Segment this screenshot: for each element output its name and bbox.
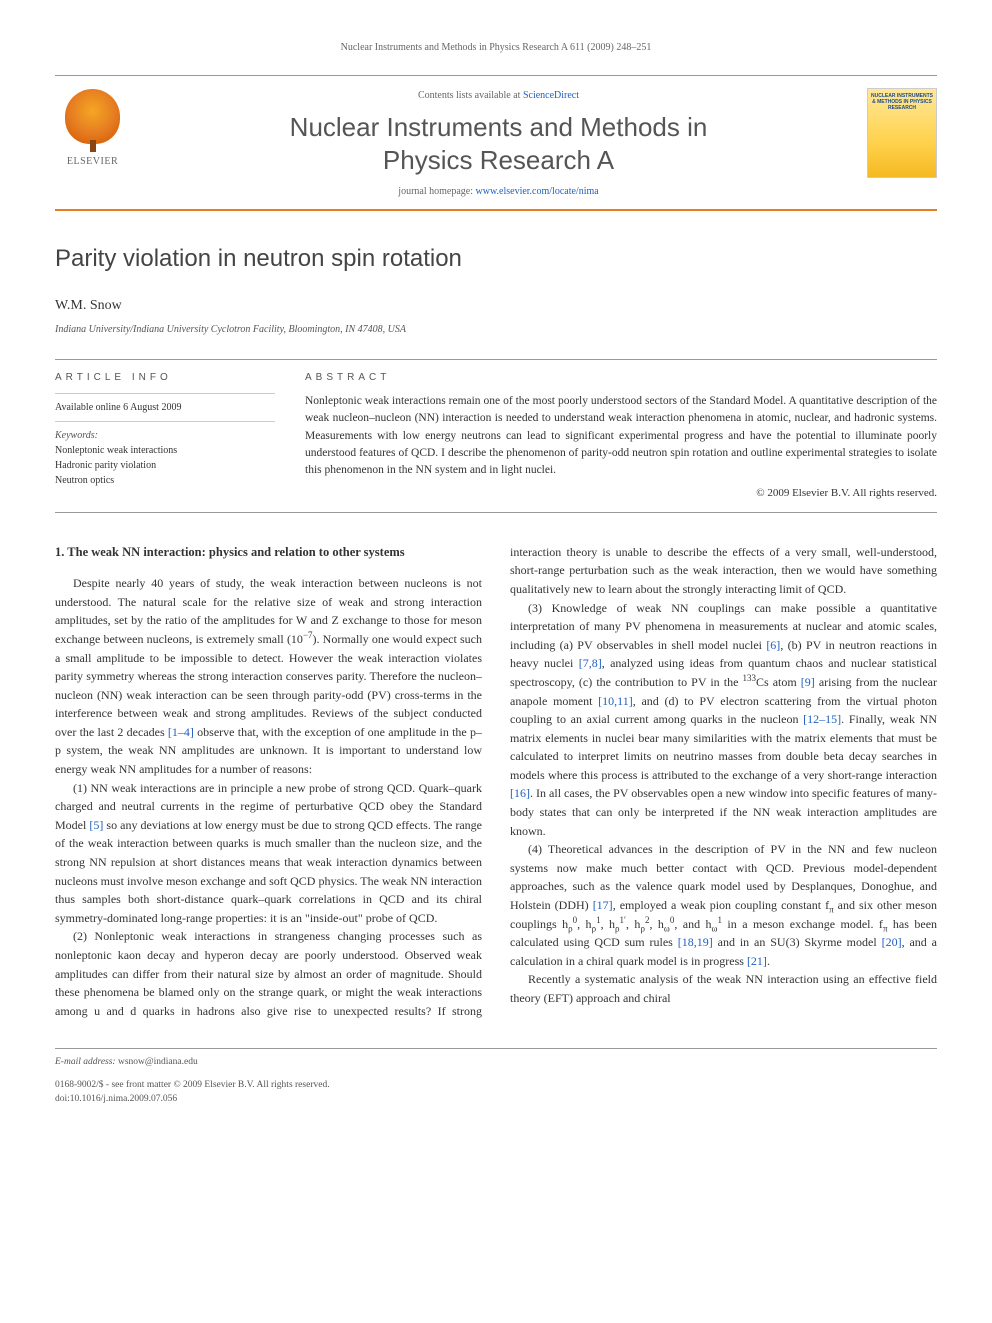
citation-link[interactable]: [16] bbox=[510, 786, 530, 800]
keyword: Hadronic parity violation bbox=[55, 458, 275, 473]
text-run: in a meson exchange model. f bbox=[722, 917, 883, 931]
citation-link[interactable]: [10,11] bbox=[598, 694, 633, 708]
superscript: 0 bbox=[670, 915, 675, 925]
journal-title-line2: Physics Research A bbox=[383, 145, 614, 175]
masthead-center: Contents lists available at ScienceDirec… bbox=[145, 88, 852, 209]
elsevier-tree-icon bbox=[65, 89, 120, 144]
article-body: 1. The weak NN interaction: physics and … bbox=[55, 543, 937, 1021]
article-title: Parity violation in neutron spin rotatio… bbox=[55, 241, 937, 277]
issn-line: 0168-9002/$ - see front matter © 2009 El… bbox=[55, 1078, 937, 1092]
page-footer: E-mail address: wsnow@indiana.edu 0168-9… bbox=[55, 1048, 937, 1106]
doi-line: doi:10.1016/j.nima.2009.07.056 bbox=[55, 1092, 937, 1106]
superscript: 0 bbox=[573, 915, 578, 925]
journal-cover-thumb: NUCLEAR INSTRUMENTS & METHODS IN PHYSICS… bbox=[867, 88, 937, 178]
homepage-prefix: journal homepage: bbox=[398, 186, 475, 197]
citation-link[interactable]: [18,19] bbox=[678, 935, 713, 949]
text-run: , employed a weak pion coupling constant… bbox=[613, 898, 829, 912]
text-run: ). Normally one would expect such a smal… bbox=[55, 632, 482, 739]
abstract-label: ABSTRACT bbox=[305, 370, 937, 385]
superscript: −7 bbox=[303, 630, 313, 640]
sciencedirect-link[interactable]: ScienceDirect bbox=[523, 90, 579, 101]
superscript: 133 bbox=[742, 673, 756, 683]
body-paragraph: (4) Theoretical advances in the descript… bbox=[510, 840, 937, 970]
citation-link[interactable]: [5] bbox=[89, 818, 103, 832]
contents-prefix: Contents lists available at bbox=[418, 90, 523, 101]
publisher-logo: ELSEVIER bbox=[55, 88, 130, 178]
info-abstract-block: ARTICLE INFO Available online 6 August 2… bbox=[55, 359, 937, 513]
publisher-name: ELSEVIER bbox=[67, 154, 118, 169]
text-run: and in an SU(3) Skyrme model bbox=[713, 935, 882, 949]
text-run: Cs atom bbox=[756, 675, 801, 689]
email-label: E-mail address: bbox=[55, 1057, 116, 1067]
body-paragraph: Despite nearly 40 years of study, the we… bbox=[55, 574, 482, 779]
body-paragraph: (3) Knowledge of weak NN couplings can m… bbox=[510, 599, 937, 841]
citation-link[interactable]: [12–15] bbox=[803, 712, 841, 726]
text-run: Recently a systematic analysis of the we… bbox=[510, 972, 937, 1005]
contents-available-line: Contents lists available at ScienceDirec… bbox=[145, 88, 852, 103]
section-heading-1: 1. The weak NN interaction: physics and … bbox=[55, 543, 482, 562]
citation-link[interactable]: [21] bbox=[747, 954, 767, 968]
journal-title: Nuclear Instruments and Methods in Physi… bbox=[145, 111, 852, 176]
keyword: Neutron optics bbox=[55, 473, 275, 488]
superscript: 1′ bbox=[620, 915, 626, 925]
journal-title-line1: Nuclear Instruments and Methods in bbox=[290, 112, 708, 142]
abstract-text: Nonleptonic weak interactions remain one… bbox=[305, 393, 937, 479]
abstract-column: ABSTRACT Nonleptonic weak interactions r… bbox=[305, 360, 937, 512]
superscript: 2 bbox=[645, 915, 650, 925]
homepage-line: journal homepage: www.elsevier.com/locat… bbox=[145, 184, 852, 199]
keywords-label: Keywords: bbox=[55, 428, 275, 443]
text-run: . bbox=[767, 954, 770, 968]
citation-link[interactable]: [20] bbox=[882, 935, 902, 949]
text-run: . In all cases, the PV observables open … bbox=[510, 786, 937, 837]
text-run: so any deviations at low energy must be … bbox=[55, 818, 482, 925]
divider bbox=[55, 393, 275, 394]
email-address: wsnow@indiana.edu bbox=[118, 1057, 198, 1067]
abstract-copyright: © 2009 Elsevier B.V. All rights reserved… bbox=[305, 485, 937, 502]
citation-link[interactable]: [7,8] bbox=[579, 656, 602, 670]
citation-link[interactable]: [1–4] bbox=[168, 725, 194, 739]
body-paragraph: (1) NN weak interactions are in principl… bbox=[55, 779, 482, 928]
journal-masthead: ELSEVIER Contents lists available at Sci… bbox=[55, 75, 937, 211]
divider bbox=[55, 421, 275, 422]
homepage-link[interactable]: www.elsevier.com/locate/nima bbox=[476, 186, 599, 197]
article-info-column: ARTICLE INFO Available online 6 August 2… bbox=[55, 360, 275, 512]
keyword: Nonleptonic weak interactions bbox=[55, 443, 275, 458]
author-name: W.M. Snow bbox=[55, 295, 937, 316]
article-info-label: ARTICLE INFO bbox=[55, 370, 275, 385]
running-head: Nuclear Instruments and Methods in Physi… bbox=[55, 40, 937, 55]
superscript: 1 bbox=[596, 915, 601, 925]
citation-link[interactable]: [17] bbox=[593, 898, 613, 912]
available-online: Available online 6 August 2009 bbox=[55, 400, 275, 415]
body-paragraph: Recently a systematic analysis of the we… bbox=[510, 970, 937, 1007]
corresponding-email: E-mail address: wsnow@indiana.edu bbox=[55, 1055, 937, 1069]
citation-link[interactable]: [9] bbox=[801, 675, 815, 689]
citation-link[interactable]: [6] bbox=[766, 638, 780, 652]
author-affiliation: Indiana University/Indiana University Cy… bbox=[55, 322, 937, 337]
